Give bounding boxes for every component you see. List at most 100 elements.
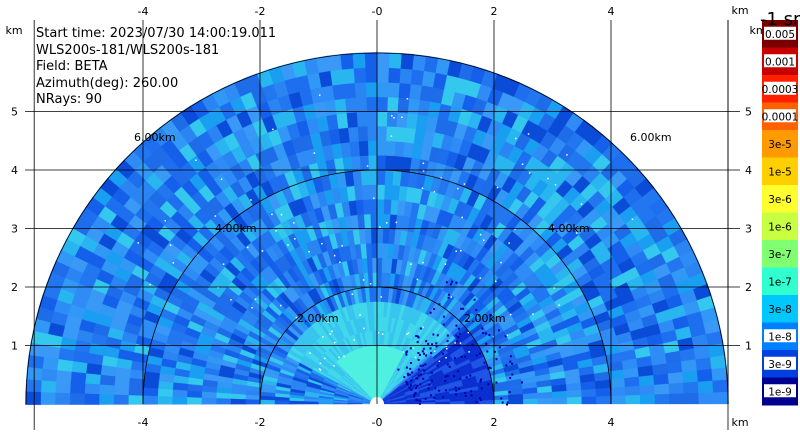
field-speckle [322,336,324,338]
field-speckle [465,376,468,379]
field-cell [382,213,391,230]
field-cell [54,392,71,405]
colorbar-tick-label: 3e-7 [768,249,792,261]
field-speckle [324,357,326,360]
field-cell [698,391,715,405]
field-speckle [489,367,492,370]
field-cell [142,387,159,397]
x-tick-label-bottom: -4 [138,416,149,429]
field-cell [355,110,368,127]
field-speckle [446,363,449,366]
field-speckle [408,386,411,389]
field-speckle [514,228,516,230]
field-speckle [338,356,340,359]
field-cell [376,242,383,258]
field-speckle [459,342,462,344]
field-speckle [444,380,447,383]
instrument-label: WLS200s-181/WLS200s-181 [36,42,220,58]
field-cell [376,52,390,68]
field-speckle [438,389,441,392]
colorbar-label-bg [764,356,796,370]
field-speckle [319,369,322,371]
field-cell [376,66,389,83]
field-speckle [416,341,419,344]
field-speckle [294,238,296,240]
field-speckle [214,215,217,217]
field-speckle [403,376,406,379]
field-speckle [418,402,421,405]
field-speckle [444,375,447,378]
field-cell [157,388,173,398]
field-speckle [381,333,384,335]
field-speckle [456,340,459,343]
field-speckle [469,374,472,377]
field-cell [376,154,386,171]
field-speckle [455,250,457,252]
field-cell [351,52,366,69]
field-speckle [293,222,295,224]
field-speckle [558,304,560,306]
y-tick-label-left: 2 [11,281,18,294]
field-cell [288,400,305,405]
field-speckle [401,116,403,118]
field-speckle [479,277,482,279]
field-speckle [407,374,409,377]
field-speckle [467,331,470,334]
field-speckle [261,250,264,252]
range-ring-label: 2.00km [464,312,506,325]
field-speckle [438,303,441,306]
field-cell [156,396,173,405]
field-speckle [416,278,419,281]
field-cell [537,397,554,405]
y-tick-label-right: 2 [745,281,752,294]
field-cell [366,110,378,127]
field-cell [398,67,413,85]
colorbar-tick-label: 0.0003 [762,84,799,96]
field-speckle [509,360,512,363]
field-cell [399,53,414,70]
field-speckle [580,203,583,205]
field-speckle [479,352,481,355]
field-speckle [475,309,478,312]
field-speckle [366,165,369,167]
field-cell [186,397,202,405]
field-cell [69,382,86,395]
field-speckle [406,333,408,335]
field-cell [39,392,56,405]
field-speckle [333,365,335,367]
field-cell [610,394,627,405]
field-speckle [393,117,395,119]
field-speckle [419,399,422,402]
field-speckle [427,342,430,345]
field-speckle [411,371,414,374]
field-cell [376,81,389,98]
range-ring-label: 6.00km [630,131,672,144]
field-speckle [280,213,283,216]
field-cell [712,378,729,393]
field-speckle [353,339,355,341]
field-speckle [480,399,483,402]
colorbar-tick-label: 3e-8 [768,304,792,316]
field-speckle [250,199,252,201]
field-cell [368,183,378,200]
field-speckle [429,311,432,314]
colorbar-tick-label: 3e-6 [768,194,792,206]
range-ring-label: 2.00km [297,312,339,325]
nrays-label: NRays: 90 [36,92,102,107]
x-tick-label-top: -0 [372,5,383,18]
field-cell [128,377,145,389]
field-speckle [217,286,219,289]
field-speckle [461,216,463,219]
field-speckle [495,381,498,384]
field-speckle [419,383,422,386]
range-ring-label: 4.00km [548,222,590,235]
field-speckle [271,213,273,216]
field-cell [186,390,203,399]
field-speckle [442,396,445,399]
field-cell [354,96,367,113]
field-speckle [172,262,175,264]
field-cell [171,389,188,398]
field-cell [376,110,388,127]
field-cell [384,154,395,171]
field-speckle [430,379,433,382]
